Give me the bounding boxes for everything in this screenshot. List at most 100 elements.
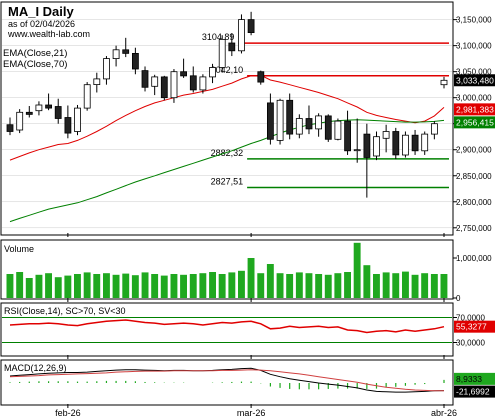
volume-bar (131, 275, 139, 298)
volume-bar (122, 273, 130, 298)
volume-bar (315, 274, 323, 298)
volume-bar (440, 274, 448, 298)
candle-body (199, 76, 207, 91)
candle-body (93, 78, 101, 86)
volume-bar (334, 273, 342, 298)
candle-body (411, 134, 419, 152)
ema21-label: EMA(Close,21) (3, 48, 67, 59)
candle-body (218, 39, 226, 68)
candle-body (334, 120, 342, 140)
candle-body (276, 99, 284, 141)
volume-bar (344, 272, 351, 298)
candle-body (392, 131, 400, 156)
candle-body (160, 76, 168, 99)
volume-bar (247, 258, 255, 298)
price-tick-label: 3,150,000 (456, 16, 492, 25)
volume-bar (402, 271, 409, 298)
volume-bar (257, 273, 265, 298)
volume-bar (411, 274, 419, 298)
price-axis: 3,150,000 3,100,000 3,050,000 3,000,000 2,95… (453, 16, 495, 233)
candle-body (401, 134, 409, 156)
volume-bar (276, 273, 284, 298)
volume-tick-label: 0 (456, 294, 461, 303)
volume-bar (218, 274, 226, 298)
candle-body (421, 133, 429, 152)
macd-line (9, 367, 445, 393)
volume-bar (6, 274, 14, 298)
volume-bar (382, 272, 390, 298)
ema70-label: EMA(Close,70) (3, 59, 67, 70)
level-label: 3042,10 (211, 65, 244, 75)
candle-body (45, 104, 52, 109)
volume-bar (170, 274, 178, 298)
volume-bar (93, 274, 101, 298)
rsi-value-tag-bg (454, 320, 495, 333)
candle-body (54, 106, 62, 119)
ema70-line (9, 119, 445, 223)
volume-bar (64, 275, 72, 298)
price-tick-label: 2,850,000 (456, 172, 492, 181)
volume-bar (363, 265, 371, 298)
macd-layer: 8,9333 -21,6992 (9, 367, 495, 398)
price-grid (2, 19, 452, 229)
site-name: www.wealth-lab.com (7, 29, 90, 39)
rsi-layer: 70,0000 30,0000 55,3277 (2, 314, 495, 348)
last-price-tag-bg (454, 74, 495, 87)
candle-body (228, 42, 236, 52)
candle-body (83, 84, 91, 109)
volume-title: Volume (4, 244, 34, 254)
macd-hist-tag: 8,9333 (456, 374, 482, 384)
volume-bar (392, 273, 400, 298)
price-tick-label: 3,100,000 (456, 42, 492, 51)
x-tick-label: feb-26 (55, 408, 81, 418)
volume-axis: 1,000,000 0 (453, 254, 492, 303)
price-tick-label: 3,050,000 (456, 68, 492, 77)
candle-body (151, 76, 159, 87)
candle-body (440, 79, 448, 86)
price-tick-label: 2,750,000 (456, 224, 492, 233)
volume-bar (430, 274, 438, 298)
ema21-price-tag-bg (454, 103, 495, 116)
volume-bar (286, 274, 294, 298)
volume-bar (228, 272, 236, 298)
candle-body (103, 58, 110, 80)
candle-body (238, 19, 245, 52)
ema-lines (9, 74, 445, 223)
candle-body (122, 49, 130, 54)
candle-body (247, 19, 255, 34)
candle-body (324, 115, 332, 140)
volume-bar (16, 272, 24, 298)
macd-pane (0, 359, 454, 406)
candle-body (112, 49, 120, 59)
candle-body (315, 115, 323, 130)
macd-hist-tag-bg (454, 372, 495, 385)
volume-bar (305, 273, 313, 298)
rsi-tick-label: 30,0000 (456, 339, 485, 348)
rsi-line (9, 319, 445, 334)
candle-body (344, 120, 352, 152)
candle-body (382, 131, 390, 139)
volume-bar (238, 270, 245, 298)
volume-bar (112, 274, 120, 298)
ema21-line (9, 74, 445, 161)
last-price-tag: 3,033,480 (456, 75, 494, 85)
macd-value-tag-bg (454, 385, 495, 398)
volume-bar (54, 277, 62, 298)
candle-body (209, 67, 216, 78)
price-tick-label: 3,000,000 (456, 94, 492, 103)
level-label: 2827,51 (211, 176, 244, 186)
candle-body (295, 118, 303, 135)
candle-body (353, 149, 361, 152)
candle-body (131, 53, 139, 70)
candle-body (363, 133, 371, 158)
volume-bar (199, 273, 207, 298)
support-resistance-lines: 3104,89 3042,10 2882,32 2827,51 (202, 32, 449, 189)
volume-bar (83, 272, 91, 298)
candle-body (430, 123, 438, 135)
as-of-date: as of 02/04/2026 (8, 19, 75, 29)
level-label: 3104,89 (202, 32, 235, 42)
rsi-title: RSI(Close,14), SC>70, SV<30 (4, 306, 126, 316)
volume-bar (160, 275, 168, 298)
